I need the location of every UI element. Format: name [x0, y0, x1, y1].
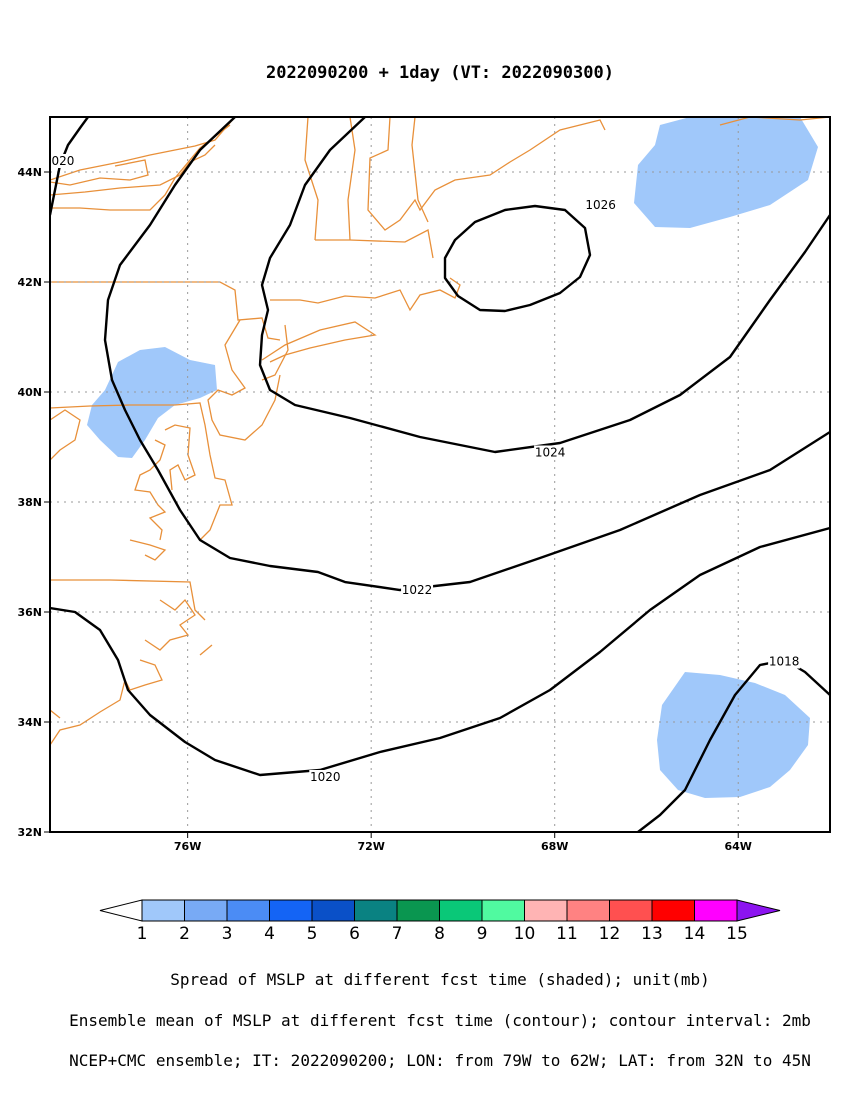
- colorbar-label: 15: [726, 924, 748, 944]
- spread-region-west: [87, 347, 217, 458]
- colorbar-label: 10: [514, 924, 536, 944]
- border-ny-interior: [207, 319, 281, 441]
- lat-tick-label: 36N: [17, 606, 42, 619]
- lat-tick-label: 40N: [17, 386, 42, 399]
- contour-label-bg: [584, 198, 617, 212]
- colorbar-box: [226, 899, 270, 922]
- coast-maine-2: [411, 117, 429, 223]
- colorbar-label: 12: [599, 924, 621, 944]
- border-canada-east: [719, 117, 830, 126]
- colorbar-label: 4: [264, 924, 275, 944]
- lat-tick-label: 44N: [17, 166, 42, 179]
- coast-chesapeake-west: [134, 439, 167, 541]
- lat-tick-label: 32N: [17, 826, 42, 839]
- border-nh: [347, 117, 356, 241]
- colorbar-label: 6: [349, 924, 360, 944]
- colorbar-label: 8: [434, 924, 445, 944]
- colorbar-box: [354, 899, 398, 922]
- contour-1022-north: [103, 117, 830, 592]
- spread-region-southeast: [657, 672, 810, 798]
- contour-label: 1026: [585, 198, 616, 212]
- contour-label: 1020: [310, 770, 341, 784]
- colorbar-extend-low: [99, 899, 143, 922]
- lat-tick-label: 34N: [17, 716, 42, 729]
- colorbar-extend-high: [736, 899, 781, 922]
- contour-label: 1020: [44, 154, 75, 168]
- grid: [50, 117, 830, 832]
- colorbar-box: [311, 899, 355, 922]
- coast-ny-nj: [261, 324, 289, 381]
- lon-tick-label: 76W: [174, 840, 201, 853]
- lon-tick-label: 68W: [541, 840, 568, 853]
- coast-new-england: [270, 277, 461, 312]
- lat-tick-label: 42N: [17, 276, 42, 289]
- lat-tick-label: 38N: [17, 496, 42, 509]
- contour-label-bg: [534, 445, 567, 460]
- caption-ensemble: NCEP+CMC ensemble; IT: 2022090200; LON: …: [69, 1051, 811, 1070]
- contour-label: 1018: [769, 655, 800, 669]
- colorbar-box: [566, 899, 610, 922]
- border-vermont: [304, 117, 319, 241]
- coast-long-island: [261, 321, 377, 363]
- coast-va-west: [50, 409, 81, 461]
- plot-area: 1020 1026 1024 1022 1020 1018: [44, 117, 830, 832]
- coast-nc-sounds: [144, 598, 196, 651]
- colorbar-box: [396, 899, 440, 922]
- coast-lake-ontario: [50, 159, 149, 186]
- contour-1026: [443, 204, 592, 313]
- colorbar-label: 11: [556, 924, 578, 944]
- contour-label: 1024: [535, 446, 566, 460]
- plot-frame: [49, 116, 831, 833]
- lon-axis-labels: 76W 72W 68W 64W: [174, 832, 752, 853]
- contour-label-bg: [401, 583, 434, 597]
- colorbar-label: 13: [641, 924, 663, 944]
- coast-sc: [50, 709, 61, 719]
- contour-label-bg: [768, 654, 801, 669]
- contour-labels: 1020 1026 1024 1022 1020 1018: [44, 154, 801, 784]
- colorbar-box: [481, 899, 525, 922]
- coast-nc-outer: [199, 644, 213, 656]
- colorbar-box: [651, 899, 695, 922]
- colorbar-label: 5: [307, 924, 318, 944]
- coast-virginia: [129, 539, 167, 561]
- caption-contour: Ensemble mean of MSLP at different fcst …: [69, 1011, 811, 1030]
- contour-1024: [258, 117, 830, 454]
- colorbar-box: [184, 899, 228, 922]
- border-36-5n: [50, 579, 206, 621]
- coast-delmarva: [164, 424, 196, 491]
- colorbar-box: [439, 899, 483, 922]
- colorbar: 1 2 3 4 5 6 7 8 9 10 11 12 13 14 15: [99, 899, 781, 944]
- colorbar-box: [694, 899, 738, 922]
- colorbar-label: 1: [137, 924, 148, 944]
- lon-tick-label: 64W: [725, 840, 752, 853]
- colorbar-box: [141, 899, 185, 922]
- lat-axis-labels: 44N 42N 40N 38N 36N 34N 32N: [17, 166, 50, 839]
- coast-canada-north: [50, 117, 236, 181]
- contour-label: 1022: [402, 583, 433, 597]
- colorbar-label: 2: [179, 924, 190, 944]
- contour-label-bg: [309, 770, 342, 784]
- border-us-canada: [50, 124, 231, 211]
- coast-chesapeake: [50, 402, 233, 541]
- coast-maine: [367, 117, 606, 231]
- lon-tick-label: 72W: [357, 840, 384, 853]
- border-42n: [50, 281, 281, 341]
- coast-nc-shore: [50, 659, 163, 746]
- colorbar-label: 9: [477, 924, 488, 944]
- colorbar-box: [524, 899, 568, 922]
- colorbar-box: [269, 899, 313, 922]
- colorbar-box: [609, 899, 653, 922]
- coast-canada-shore: [50, 144, 216, 196]
- colorbar-label: 3: [222, 924, 233, 944]
- spread-shading: [87, 117, 818, 798]
- spread-region-northeast: [634, 117, 818, 228]
- border-pa-ma: [315, 229, 434, 259]
- colorbar-label: 7: [392, 924, 403, 944]
- contour-label-bg: [50, 154, 76, 168]
- figure-title: 2022090200 + 1day (VT: 2022090300): [266, 63, 614, 83]
- caption-shading: Spread of MSLP at different fcst time (s…: [170, 970, 709, 989]
- colorbar-label: 14: [684, 924, 706, 944]
